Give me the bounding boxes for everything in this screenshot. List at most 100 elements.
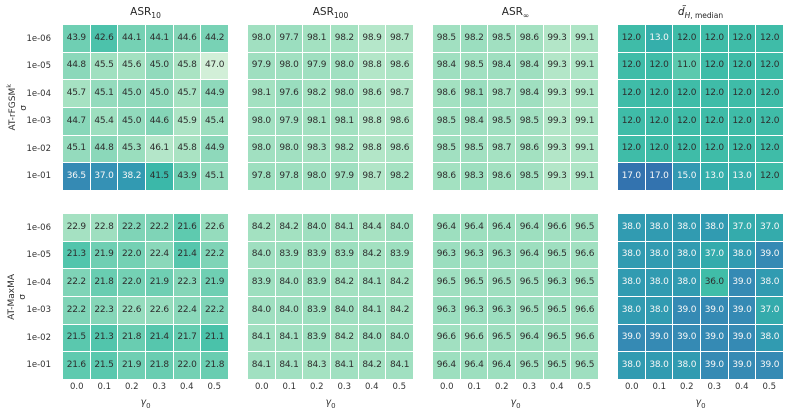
heatmap-cell: 96.5 <box>543 352 571 379</box>
heatmap-cell: 12.0 <box>645 80 673 107</box>
heatmap-cell: 97.8 <box>248 163 275 190</box>
x-axis-label-gamma0: γ0 <box>325 397 336 410</box>
heatmap-cell: 96.6 <box>571 241 598 269</box>
heatmap-cell: 96.6 <box>571 296 598 324</box>
heatmap-cell: 84.1 <box>275 352 303 379</box>
heatmap-cell: 45.1 <box>90 80 118 107</box>
x-axis-label-gamma0: γ0 <box>140 397 151 410</box>
heatmap-cell: 84.1 <box>386 352 413 379</box>
y-tick-label: 1e-02 <box>26 332 51 343</box>
y-tick-label: 1e-01 <box>26 171 51 182</box>
y-tick-label: 1e-04 <box>26 88 51 99</box>
heatmap-cell: 98.2 <box>330 25 358 52</box>
heatmap-cell: 96.4 <box>488 214 515 241</box>
heatmap-cell: 96.3 <box>488 241 515 269</box>
heatmap-cell: 21.9 <box>90 241 118 269</box>
heatmap-cell: 83.9 <box>275 241 303 269</box>
heatmap-cell: 98.0 <box>330 80 358 107</box>
heatmap-cell: 84.2 <box>358 352 386 379</box>
heatmap-cell: 22.2 <box>63 296 90 324</box>
heatmap-cell: 98.7 <box>386 80 413 107</box>
x-tick-label: 0.2 <box>679 382 694 392</box>
x-tick-label: 0.3 <box>337 382 352 392</box>
heatmap-cell: 84.2 <box>386 269 413 296</box>
heatmap-cell: 96.5 <box>488 324 515 352</box>
heatmap-cell: 21.8 <box>145 352 173 379</box>
heatmap-cell: 83.9 <box>303 296 330 324</box>
heatmap-cell: 39.0 <box>756 352 783 379</box>
heatmap-cell: 39.0 <box>728 324 756 352</box>
heatmap-cell: 12.0 <box>673 135 700 163</box>
heatmap-cell: 84.0 <box>358 324 386 352</box>
heatmap-cell: 37.0 <box>756 296 783 324</box>
heatmap-cell: 39.0 <box>728 269 756 296</box>
heatmap-cell: 44.7 <box>63 107 90 135</box>
heatmap-cell: 98.7 <box>488 80 515 107</box>
heatmap-cell: 98.6 <box>386 107 413 135</box>
heatmap-cell: 12.0 <box>728 52 756 80</box>
x-axis-label-gamma0: γ0 <box>695 397 706 410</box>
heatmap-cell: 96.3 <box>433 241 460 269</box>
heatmap-cell: 38.0 <box>673 241 700 269</box>
row-group-name: AT-MaxMA <box>6 273 17 320</box>
heatmap-cell: 21.7 <box>173 324 201 352</box>
x-tick-label: 0.4 <box>549 382 564 392</box>
heatmap-cell: 13.0 <box>700 163 728 190</box>
heatmap-cell: 45.1 <box>201 163 228 190</box>
heatmap-cell: 96.5 <box>488 269 515 296</box>
heatmap-cell: 39.0 <box>700 352 728 379</box>
x-tick-label: 0.3 <box>707 382 722 392</box>
heatmap-cell: 98.1 <box>303 107 330 135</box>
heatmap-cell: 96.4 <box>515 324 543 352</box>
y-tick-label: 1e-06 <box>26 33 51 44</box>
heatmap-cell: 38.0 <box>645 269 673 296</box>
heatmap-cell: 98.6 <box>515 25 543 52</box>
heatmap-cell: 12.0 <box>756 52 783 80</box>
heatmap-cell: 84.0 <box>386 214 413 241</box>
heatmap-cell: 38.0 <box>645 214 673 241</box>
heatmap-cell: 38.0 <box>618 352 645 379</box>
heatmap-cell: 45.8 <box>173 52 201 80</box>
heatmap-cell: 12.0 <box>700 80 728 107</box>
heatmap-cell: 98.0 <box>275 135 303 163</box>
heatmap-cell: 98.0 <box>248 107 275 135</box>
heatmap-cell: 99.1 <box>571 163 598 190</box>
heatmap-cell: 98.5 <box>488 107 515 135</box>
heatmap-cell: 36.5 <box>63 163 90 190</box>
heatmap-cell: 22.9 <box>63 214 90 241</box>
heatmap-cell: 99.1 <box>571 52 598 80</box>
heatmap-panel-maxma-asrinf: 96.4 96.4 96.4 96.4 96.6 96.5 96.3 96.3 96.3 96.4… <box>433 214 598 379</box>
heatmap-cell: 45.9 <box>173 107 201 135</box>
heatmap-cell: 84.0 <box>303 214 330 241</box>
heatmap-cell: 98.4 <box>488 52 515 80</box>
heatmap-cell: 12.0 <box>673 80 700 107</box>
x-tick-label: 0.4 <box>734 382 749 392</box>
heatmap-cell: 21.4 <box>173 241 201 269</box>
heatmap-cell: 96.5 <box>433 269 460 296</box>
heatmap-cell: 84.1 <box>275 324 303 352</box>
heatmap-cell: 12.0 <box>618 52 645 80</box>
heatmap-cell: 44.6 <box>173 25 201 52</box>
heatmap-cell: 38.0 <box>618 296 645 324</box>
heatmap-cell: 39.0 <box>645 324 673 352</box>
heatmap-cell: 96.3 <box>543 269 571 296</box>
heatmap-cell: 22.4 <box>173 296 201 324</box>
heatmap-cell: 39.0 <box>728 352 756 379</box>
heatmap-cell: 12.0 <box>645 52 673 80</box>
heatmap-cell: 99.3 <box>543 25 571 52</box>
heatmap-cell: 84.1 <box>330 352 358 379</box>
heatmap-cell: 45.1 <box>63 135 90 163</box>
heatmap-cell: 98.2 <box>330 135 358 163</box>
y-tick-label: 1e-03 <box>26 116 51 127</box>
heatmap-grid: 12.0 13.0 12.0 12.0 12.0 12.0 12.0 12.0 11.0 12.0… <box>618 25 783 190</box>
heatmap-cell: 38.0 <box>756 324 783 352</box>
heatmap-cell: 38.0 <box>728 241 756 269</box>
heatmap-cell: 99.3 <box>543 52 571 80</box>
heatmap-cell: 21.8 <box>118 324 145 352</box>
heatmap-cell: 41.5 <box>145 163 173 190</box>
heatmap-cell: 37.0 <box>90 163 118 190</box>
heatmap-cell: 96.5 <box>515 269 543 296</box>
heatmap-cell: 96.3 <box>433 296 460 324</box>
heatmap-cell: 22.8 <box>90 214 118 241</box>
